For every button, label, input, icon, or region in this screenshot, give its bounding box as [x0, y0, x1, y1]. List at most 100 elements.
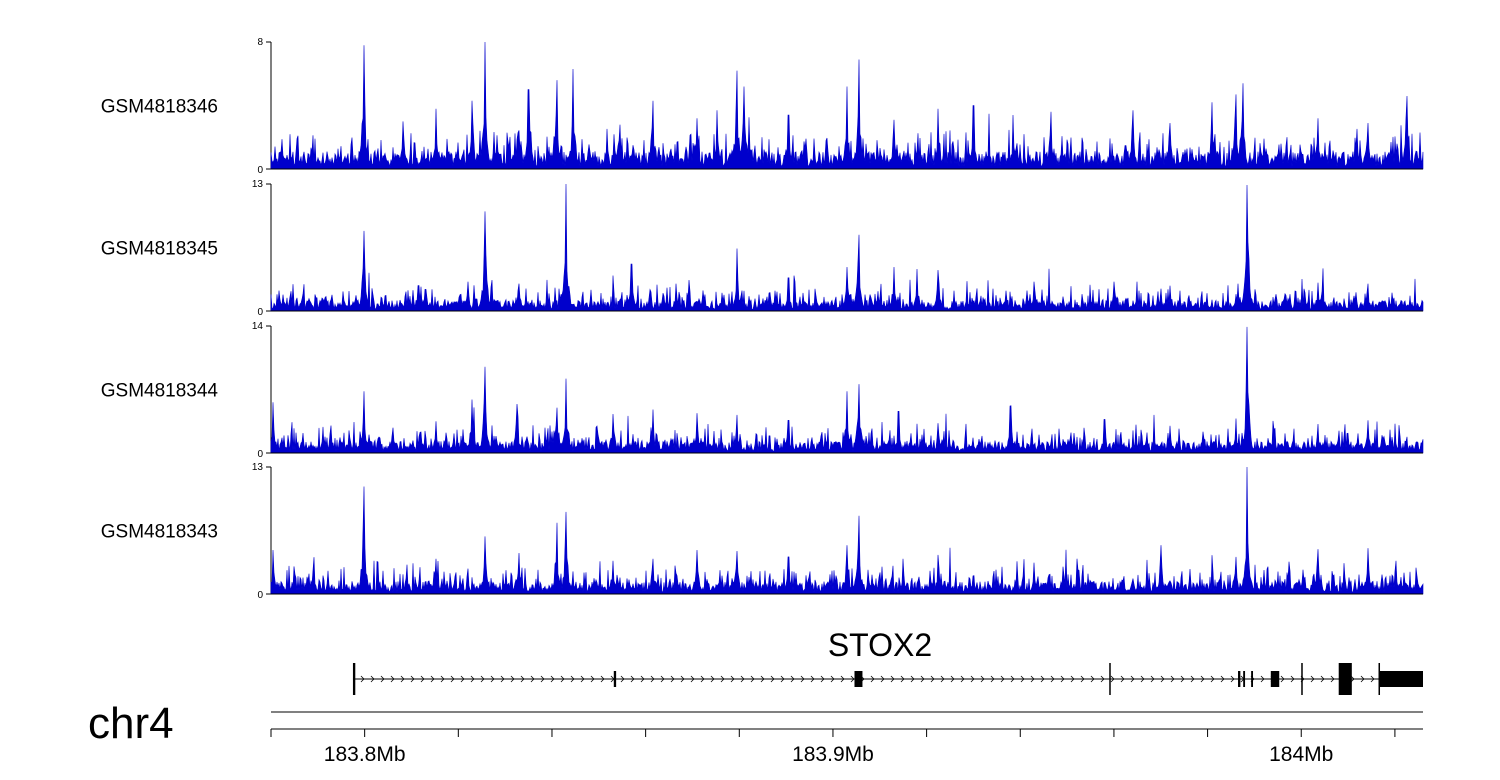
exon: [1238, 671, 1241, 687]
strand-arrow: [740, 675, 745, 683]
strand-arrow: [1190, 675, 1195, 683]
strand-arrow: [470, 675, 475, 683]
y-axis-max-label: 13: [252, 179, 264, 190]
track-label: GSM4818346: [101, 97, 218, 118]
strand-arrow: [1180, 675, 1185, 683]
strand-arrow: [520, 675, 525, 683]
strand-arrow: [890, 675, 895, 683]
strand-arrow: [1020, 675, 1025, 683]
strand-arrow: [690, 675, 695, 683]
strand-arrow: [1330, 675, 1335, 683]
strand-arrow: [590, 675, 595, 683]
signal-area: [270, 466, 1424, 595]
strand-arrow: [1010, 675, 1015, 683]
strand-arrow: [1000, 675, 1005, 683]
strand-arrow: [900, 675, 905, 683]
strand-arrow: [750, 675, 755, 683]
strand-arrow: [410, 675, 415, 683]
strand-arrow: [510, 675, 515, 683]
strand-arrow: [1230, 675, 1235, 683]
strand-arrow: [390, 675, 395, 683]
signal-track-gsm4818344: GSM4818344 14 0: [101, 321, 1424, 460]
exon: [1379, 671, 1423, 687]
strand-arrow: [430, 675, 435, 683]
gene-label: STOX2: [828, 627, 932, 663]
strand-arrow: [1370, 675, 1375, 683]
strand-arrow: [1170, 675, 1175, 683]
strand-arrow: [850, 675, 855, 683]
strand-arrow: [810, 675, 815, 683]
strand-arrow: [620, 675, 625, 683]
genome-axis: chr4 183.8Mb 183.9Mb 184Mb: [88, 699, 1423, 766]
strand-arrow: [920, 675, 925, 683]
strand-arrow: [680, 675, 685, 683]
strand-arrow: [1080, 675, 1085, 683]
strand-arrow: [1130, 675, 1135, 683]
exon: [1109, 663, 1111, 695]
strand-arrow: [450, 675, 455, 683]
strand-arrow: [1120, 675, 1125, 683]
strand-arrow: [440, 675, 445, 683]
strand-arrow: [660, 675, 665, 683]
strand-arrow: [1140, 675, 1145, 683]
signal-track-gsm4818346: GSM4818346 8 0: [101, 37, 1424, 176]
strand-arrow: [1350, 675, 1355, 683]
strand-arrow: [1310, 675, 1315, 683]
exon: [1378, 663, 1381, 695]
y-axis-max-label: 14: [252, 321, 264, 332]
strand-arrow: [540, 675, 545, 683]
strand-arrow: [940, 675, 945, 683]
y-axis-min-label: 0: [257, 307, 263, 318]
strand-arrow: [1040, 675, 1045, 683]
genome-axis-tick-label: 183.9Mb: [792, 743, 874, 766]
y-axis-max-label: 8: [257, 37, 263, 48]
exon: [1270, 671, 1280, 687]
strand-arrow: [380, 675, 385, 683]
exon: [1338, 663, 1352, 695]
y-axis-min-label: 0: [257, 590, 263, 601]
strand-arrow: [1360, 675, 1365, 683]
y-axis-min-label: 0: [257, 165, 263, 176]
strand-arrow: [630, 675, 635, 683]
strand-arrow: [950, 675, 955, 683]
track-label: GSM4818344: [101, 381, 219, 402]
signal-area: [270, 41, 1424, 170]
strand-arrow: [530, 675, 535, 683]
chromosome-label: chr4: [88, 699, 174, 748]
strand-arrow: [880, 675, 885, 683]
strand-arrow: [1030, 675, 1035, 683]
strand-arrow: [930, 675, 935, 683]
strand-arrow: [1320, 675, 1325, 683]
strand-arrow: [360, 675, 365, 683]
exon: [613, 671, 617, 687]
genome-axis-tick-label: 183.8Mb: [324, 743, 406, 766]
strand-arrow: [780, 675, 785, 683]
strand-arrow: [1090, 675, 1095, 683]
strand-arrow: [1290, 675, 1295, 683]
signal-track-gsm4818343: GSM4818343 13 0: [101, 462, 1424, 601]
genome-axis-tick-label: 184Mb: [1269, 743, 1333, 766]
strand-arrow: [460, 675, 465, 683]
strand-arrow: [640, 675, 645, 683]
strand-arrow: [1220, 675, 1225, 683]
strand-arrow: [1210, 675, 1215, 683]
strand-arrow: [870, 675, 875, 683]
strand-arrow: [1110, 675, 1115, 683]
strand-arrow: [720, 675, 725, 683]
strand-arrow: [770, 675, 775, 683]
strand-arrow: [500, 675, 505, 683]
strand-arrow: [970, 675, 975, 683]
strand-arrow: [760, 675, 765, 683]
signal-tracks: GSM481834680GSM4818345130GSM4818344140GS…: [101, 37, 1424, 601]
strand-arrow: [830, 675, 835, 683]
strand-arrow: [420, 675, 425, 683]
strand-arrow: [600, 675, 605, 683]
track-label: GSM4818345: [101, 239, 218, 260]
strand-arrow: [1050, 675, 1055, 683]
strand-arrow: [790, 675, 795, 683]
strand-arrow: [400, 675, 405, 683]
strand-arrow: [490, 675, 495, 683]
strand-arrow: [550, 675, 555, 683]
strand-arrow: [560, 675, 565, 683]
strand-arrow: [980, 675, 985, 683]
